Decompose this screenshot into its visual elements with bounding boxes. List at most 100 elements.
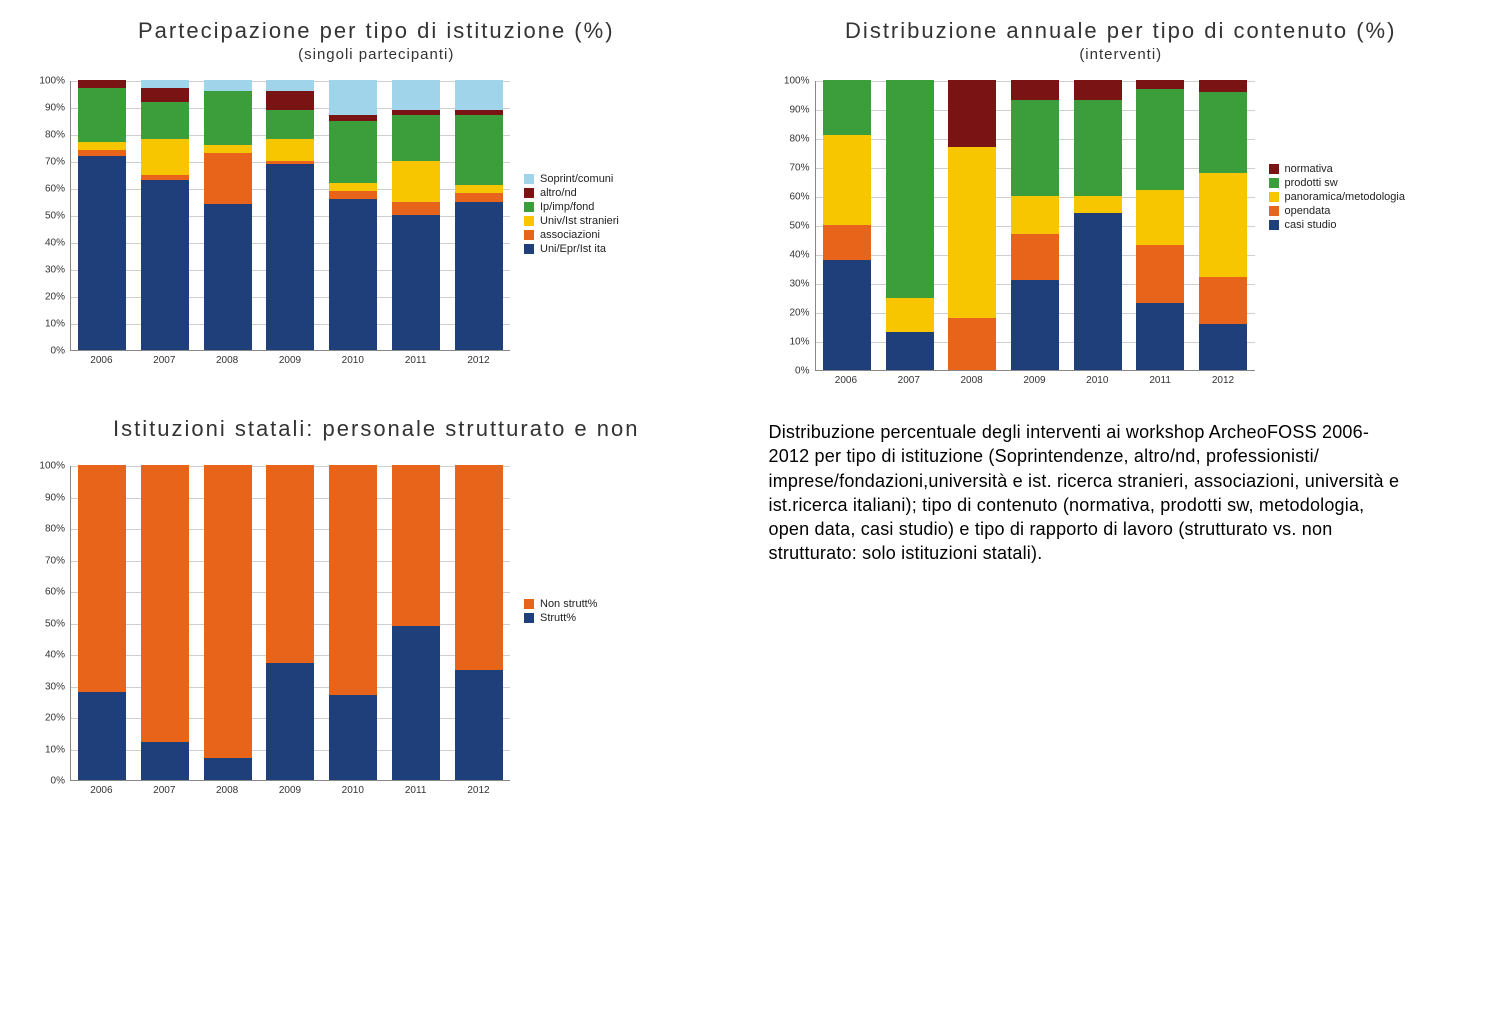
bar-segment — [266, 465, 314, 663]
bar-segment — [141, 139, 189, 174]
bar-segment — [392, 626, 440, 780]
bar — [1199, 80, 1247, 370]
y-tick-label: 40% — [27, 238, 65, 249]
bar-segment — [141, 180, 189, 350]
bar — [948, 80, 996, 370]
bar-segment — [329, 695, 377, 780]
x-tick-label: 2006 — [77, 785, 125, 796]
y-tick-label: 30% — [27, 265, 65, 276]
bar-segment — [141, 465, 189, 742]
x-tick-label: 2012 — [1199, 375, 1247, 386]
x-tick-label: 2008 — [203, 785, 251, 796]
caption-text: Distribuzione percentuale degli interven… — [769, 420, 1409, 566]
legend-label: Ip/imp/fond — [540, 201, 594, 213]
bar — [266, 80, 314, 350]
legend-swatch — [1269, 178, 1279, 188]
y-tick-label: 20% — [27, 292, 65, 303]
bar — [1074, 80, 1122, 370]
y-tick-label: 40% — [27, 650, 65, 661]
bar-segment — [392, 161, 440, 202]
bar-segment — [948, 80, 996, 147]
y-tick-label: 30% — [772, 279, 810, 290]
bar-segment — [1011, 80, 1059, 100]
caption-panel: Distribuzione percentuale degli interven… — [769, 416, 1474, 796]
bar-segment — [1199, 80, 1247, 92]
legend-item: Strutt% — [524, 612, 597, 624]
bar — [1136, 80, 1184, 370]
legend-item: prodotti sw — [1269, 177, 1405, 189]
bar — [204, 80, 252, 350]
chart3-title: Istituzioni statali: personale struttura… — [24, 416, 729, 442]
bar-segment — [204, 145, 252, 153]
bar-segment — [1199, 92, 1247, 173]
x-tick-label: 2011 — [392, 785, 440, 796]
y-tick-label: 60% — [27, 587, 65, 598]
bar-segment — [141, 742, 189, 780]
bar-segment — [392, 215, 440, 350]
x-tick-label: 2010 — [1073, 375, 1121, 386]
chart2-subtitle: (interventi) — [769, 46, 1474, 63]
legend-label: Strutt% — [540, 612, 576, 624]
legend-swatch — [524, 613, 534, 623]
bar-segment — [1074, 80, 1122, 100]
bar-segment — [329, 199, 377, 350]
legend-swatch — [524, 202, 534, 212]
legend-item: Soprint/comuni — [524, 173, 619, 185]
bar-segment — [266, 164, 314, 350]
bar-segment — [204, 91, 252, 145]
bar — [204, 465, 252, 780]
panel-chart1: Partecipazione per tipo di istituzione (… — [24, 18, 729, 386]
chart2-title: Distribuzione annuale per tipo di conten… — [769, 18, 1474, 44]
x-tick-label: 2011 — [1136, 375, 1184, 386]
chart1-box: 0%10%20%30%40%50%60%70%80%90%100%2006200… — [24, 81, 510, 366]
y-tick-label: 0% — [27, 346, 65, 357]
x-tick-label: 2007 — [885, 375, 933, 386]
legend-swatch — [524, 230, 534, 240]
bar — [392, 80, 440, 350]
bar — [455, 80, 503, 350]
bar-segment — [329, 465, 377, 695]
legend-item: Non strutt% — [524, 598, 597, 610]
bar-segment — [1136, 190, 1184, 245]
y-tick-label: 100% — [772, 76, 810, 87]
legend-label: normativa — [1285, 163, 1333, 175]
bar-segment — [823, 225, 871, 260]
bar — [78, 80, 126, 350]
y-tick-label: 50% — [772, 221, 810, 232]
bar-segment — [1136, 303, 1184, 370]
x-tick-label: 2009 — [266, 785, 314, 796]
y-tick-label: 60% — [772, 192, 810, 203]
y-tick-label: 0% — [27, 776, 65, 787]
x-tick-label: 2009 — [266, 355, 314, 366]
y-tick-label: 40% — [772, 250, 810, 261]
bar — [392, 465, 440, 780]
legend-label: associazioni — [540, 229, 600, 241]
bar-segment — [266, 139, 314, 161]
bar — [141, 80, 189, 350]
legend-swatch — [524, 188, 534, 198]
bar-segment — [1074, 100, 1122, 196]
chart1-legend: Soprint/comuni altro/nd Ip/imp/fond Univ/Is… — [524, 171, 619, 257]
bar-segment — [823, 260, 871, 370]
bar — [329, 465, 377, 780]
bar-segment — [455, 465, 503, 670]
legend-label: altro/nd — [540, 187, 577, 199]
legend-item: casi studio — [1269, 219, 1405, 231]
bar-segment — [329, 183, 377, 191]
bar-segment — [1011, 100, 1059, 196]
bar-segment — [141, 88, 189, 102]
bar-segment — [78, 156, 126, 350]
y-tick-label: 90% — [772, 105, 810, 116]
bar-segment — [141, 80, 189, 88]
chart3-legend: Non strutt% Strutt% — [524, 596, 597, 626]
chart3-box: 0%10%20%30%40%50%60%70%80%90%100%2006200… — [24, 466, 510, 796]
legend-label: panoramica/metodologia — [1285, 191, 1405, 203]
bar-segment — [266, 80, 314, 91]
y-tick-label: 20% — [772, 308, 810, 319]
bar-segment — [392, 465, 440, 626]
legend-swatch — [1269, 206, 1279, 216]
legend-label: casi studio — [1285, 219, 1337, 231]
bar-segment — [1136, 245, 1184, 303]
legend-label: Univ/Ist stranieri — [540, 215, 619, 227]
bar-segment — [823, 80, 871, 135]
